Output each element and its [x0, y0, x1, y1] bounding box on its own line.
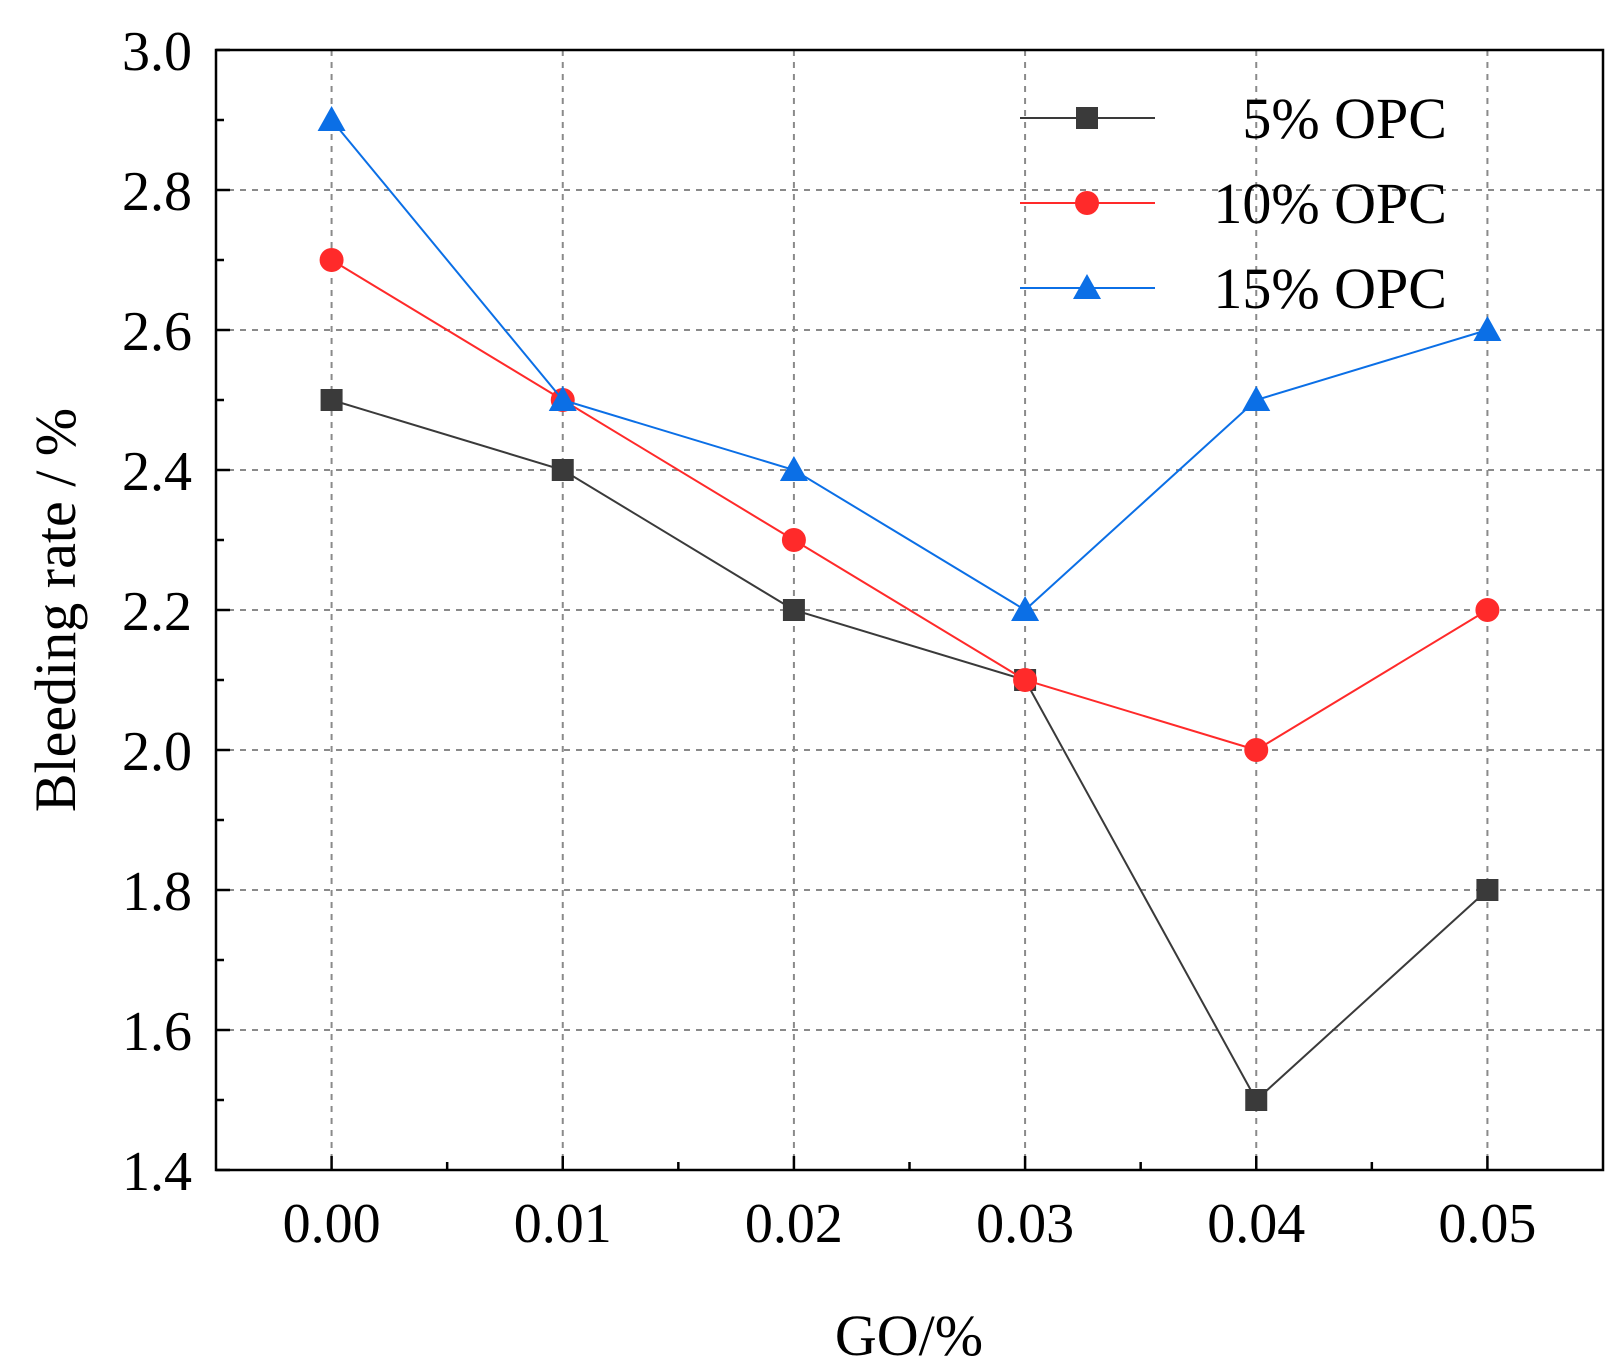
x-tick-label: 0.05 — [1438, 1193, 1536, 1255]
series-line — [331, 259, 1488, 752]
x-tick-label: 0.00 — [283, 1193, 381, 1255]
data-point — [1244, 738, 1269, 762]
legend-marker — [1075, 191, 1099, 215]
data-point — [548, 386, 577, 411]
data-point — [1011, 596, 1040, 621]
data-point — [1013, 668, 1038, 692]
series-layer — [317, 106, 1502, 1111]
x-axis-label: GO/% — [835, 1303, 983, 1368]
x-tick-label: 0.03 — [976, 1193, 1074, 1255]
y-tick-label: 1.4 — [122, 1141, 192, 1203]
legend: 5% OPC 10% OPC 15% OPC — [1020, 86, 1447, 321]
x-tick-label: 0.01 — [514, 1193, 612, 1255]
legend-label: 10% OPC — [1213, 171, 1447, 236]
series-line — [330, 119, 1488, 612]
data-point — [551, 459, 574, 481]
legend-marker — [1076, 107, 1098, 129]
data-point — [782, 599, 805, 621]
y-tick-label: 2.8 — [122, 161, 192, 223]
tick-layer: 0.00 0.01 0.02 0.03 0.04 0.05 1.4 1.6 1.8 2.0 2.2 2… — [122, 21, 1536, 1255]
legend-marker — [1073, 274, 1101, 299]
x-tick-label: 0.02 — [745, 1193, 843, 1255]
series-5-opc — [320, 389, 1499, 1111]
y-axis-label: Bleeding rate / % — [23, 408, 88, 812]
series-10-opc — [319, 248, 1500, 762]
legend-item: 15% OPC — [1020, 256, 1447, 321]
data-point — [781, 528, 806, 552]
grid-layer — [216, 50, 1603, 1170]
data-point — [319, 248, 344, 272]
series-line — [331, 399, 1489, 1102]
data-point — [317, 106, 346, 131]
y-tick-label: 2.4 — [122, 441, 192, 503]
data-point — [779, 456, 808, 481]
data-point — [1476, 879, 1499, 901]
y-tick-label: 1.6 — [122, 1001, 192, 1063]
y-tick-label: 3.0 — [122, 21, 192, 83]
data-point — [1475, 598, 1500, 622]
legend-label: 15% OPC — [1213, 256, 1447, 321]
data-point — [1242, 386, 1271, 411]
legend-item: 10% OPC — [1020, 171, 1447, 236]
data-point — [1245, 1089, 1268, 1111]
series-15-opc — [317, 106, 1502, 621]
y-tick-label: 2.2 — [122, 581, 192, 643]
data-point — [1473, 316, 1502, 341]
y-tick-label: 1.8 — [122, 861, 192, 923]
x-tick-label: 0.04 — [1207, 1193, 1305, 1255]
y-tick-label: 2.0 — [122, 721, 192, 783]
legend-label: 5% OPC — [1242, 86, 1447, 151]
legend-item: 5% OPC — [1020, 86, 1447, 151]
data-point — [320, 389, 343, 411]
y-tick-label: 2.6 — [122, 301, 192, 363]
